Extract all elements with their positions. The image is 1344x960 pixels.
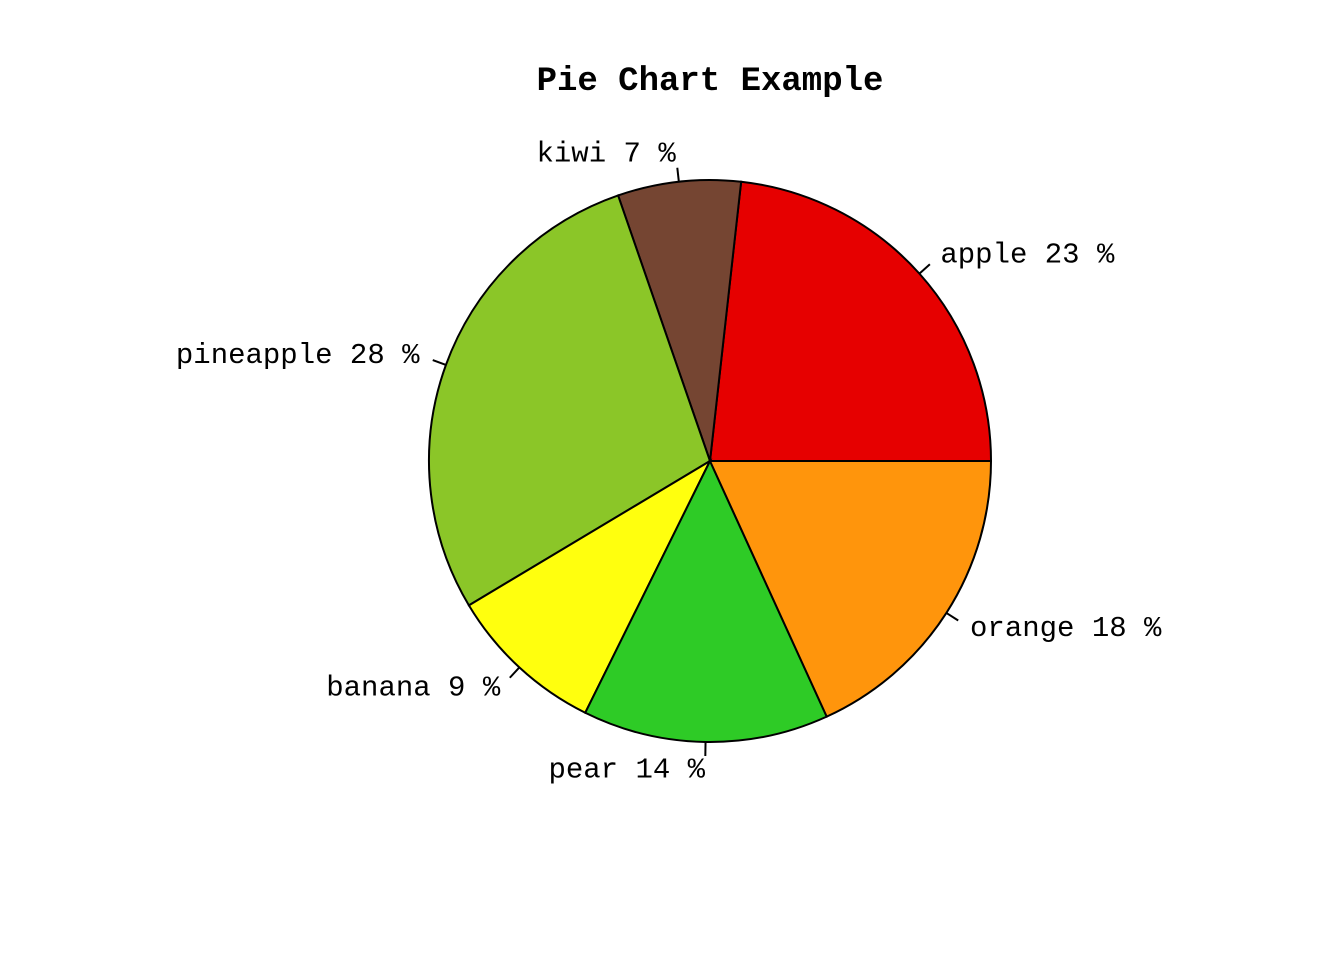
pie-slices xyxy=(428,179,993,743)
pie-slice-apple xyxy=(708,180,993,462)
label-tick-orange xyxy=(945,612,959,622)
slice-label-orange: orange 18 % xyxy=(970,612,1162,645)
slice-label-pear: pear 14 % xyxy=(548,754,705,787)
label-tick-pineapple xyxy=(432,359,447,366)
label-tick-apple xyxy=(918,263,931,275)
slice-label-pineapple: pineapple 28 % xyxy=(176,339,420,372)
slice-label-kiwi: kiwi 7 % xyxy=(537,137,677,170)
pie-slice-kiwi xyxy=(616,179,743,462)
pie-slice-banana xyxy=(467,458,713,715)
label-tick-banana xyxy=(509,666,521,679)
pie-slice-orange xyxy=(708,460,993,718)
label-ticks xyxy=(432,167,959,757)
slice-label-apple: apple 23 % xyxy=(940,239,1115,272)
slice-labels: apple 23 % kiwi 7 % pineapple 28 % banana 9… xyxy=(176,137,1162,786)
slice-label-banana: banana 9 % xyxy=(326,672,501,705)
label-tick-kiwi xyxy=(676,167,680,182)
chart-title: Pie Chart Example xyxy=(537,63,884,101)
